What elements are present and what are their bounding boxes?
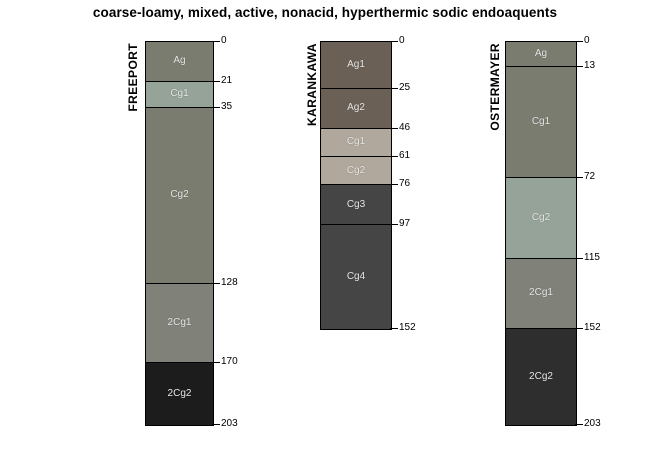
depth-leader-line: [212, 424, 220, 425]
depth-leader-line: [390, 156, 398, 157]
depth-leader-line: [212, 362, 220, 363]
profile-name-label: OSTERMAYER: [488, 43, 502, 131]
depth-tick-label: 170: [221, 355, 238, 367]
depth-leader-line: [575, 177, 583, 178]
depth-tick-label: 35: [221, 101, 233, 113]
horizon-label: Cg2: [531, 211, 551, 223]
depth-leader-line: [212, 41, 220, 42]
depth-leader-line: [212, 81, 220, 82]
soil-horizon: Cg3: [321, 185, 391, 226]
soil-horizon: Cg2: [321, 157, 391, 186]
profile-name-label: FREEPORT: [126, 43, 140, 112]
depth-leader-line: [212, 107, 220, 108]
depth-tick-label: 203: [584, 418, 601, 430]
depth-tick-label: 0: [584, 35, 590, 46]
depth-tick-label: 72: [584, 170, 596, 182]
soil-horizon: Cg1: [146, 81, 213, 109]
depth-tick-label: 21: [221, 74, 233, 86]
profile-column: Ag1 Ag2 Cg1 Cg2 Cg3 Cg4: [320, 41, 392, 330]
soil-horizon: Cg2: [506, 177, 576, 259]
horizon-label: Ag: [173, 55, 186, 67]
horizon-label: 2Cg2: [529, 370, 553, 382]
soil-horizon: 2Cg2: [506, 328, 576, 426]
horizon-label: 2Cg1: [167, 316, 192, 328]
depth-tick-label: 13: [584, 59, 596, 71]
depth-tick-label: 25: [399, 82, 411, 94]
horizon-label: Ag2: [347, 102, 365, 114]
page-title: coarse-loamy, mixed, active, nonacid, hy…: [92, 5, 558, 20]
horizon-label: Cg1: [531, 115, 551, 127]
soil-horizon: 2Cg2: [146, 362, 213, 426]
depth-leader-line: [390, 224, 398, 225]
soil-horizon: Ag: [506, 42, 576, 67]
soil-horizon: 2Cg1: [146, 283, 213, 363]
soil-horizon: Ag: [146, 42, 213, 82]
depth-tick-label: 115: [584, 252, 600, 263]
depth-tick-label: 152: [399, 321, 416, 333]
horizon-label: Cg3: [346, 198, 366, 210]
horizon-label: Cg2: [346, 164, 366, 176]
soil-horizon: 2Cg1: [506, 259, 576, 329]
depth-tick-label: 0: [221, 35, 227, 46]
soil-horizon: Cg4: [321, 225, 391, 329]
depth-leader-line: [390, 184, 398, 185]
horizon-label: Cg4: [346, 270, 366, 282]
horizon-label: Ag: [534, 47, 548, 59]
depth-tick-label: 46: [399, 121, 411, 133]
profile-column: Ag Cg1 Cg2 2Cg1 2Cg2: [505, 41, 577, 427]
depth-leader-line: [575, 424, 583, 425]
horizon-label: Ag1: [347, 59, 365, 71]
depth-leader-line: [390, 128, 398, 129]
soil-horizon: Cg1: [321, 128, 391, 158]
depth-leader-line: [575, 66, 583, 67]
depth-tick-label: 203: [221, 418, 238, 430]
depth-leader-line: [390, 41, 398, 42]
depth-tick-label: 152: [584, 321, 601, 333]
horizon-label: Cg2: [170, 189, 189, 201]
profile-name-label: KARANKAWA: [305, 43, 319, 126]
depth-leader-line: [575, 258, 583, 259]
soil-horizon: Cg2: [146, 108, 213, 284]
depth-leader-line: [575, 41, 583, 42]
depth-tick-label: 97: [399, 218, 411, 230]
depth-tick-label: 76: [399, 178, 411, 190]
depth-leader-line: [575, 328, 583, 329]
soil-horizon: Ag1: [321, 42, 391, 90]
soil-horizon: Cg1: [506, 66, 576, 178]
depth-tick-label: 0: [399, 35, 405, 46]
depth-tick-label: 128: [221, 276, 238, 288]
depth-tick-label: 61: [399, 150, 411, 162]
profile-column: Ag Cg1 Cg2 2Cg1 2Cg2: [145, 41, 214, 427]
horizon-label: 2Cg2: [167, 387, 192, 399]
depth-leader-line: [212, 283, 220, 284]
soil-horizon: Ag2: [321, 89, 391, 129]
horizon-label: Cg1: [170, 88, 189, 100]
horizon-label: 2Cg1: [529, 287, 553, 299]
depth-leader-line: [390, 328, 398, 329]
depth-leader-line: [390, 88, 398, 89]
horizon-label: Cg1: [346, 136, 366, 148]
